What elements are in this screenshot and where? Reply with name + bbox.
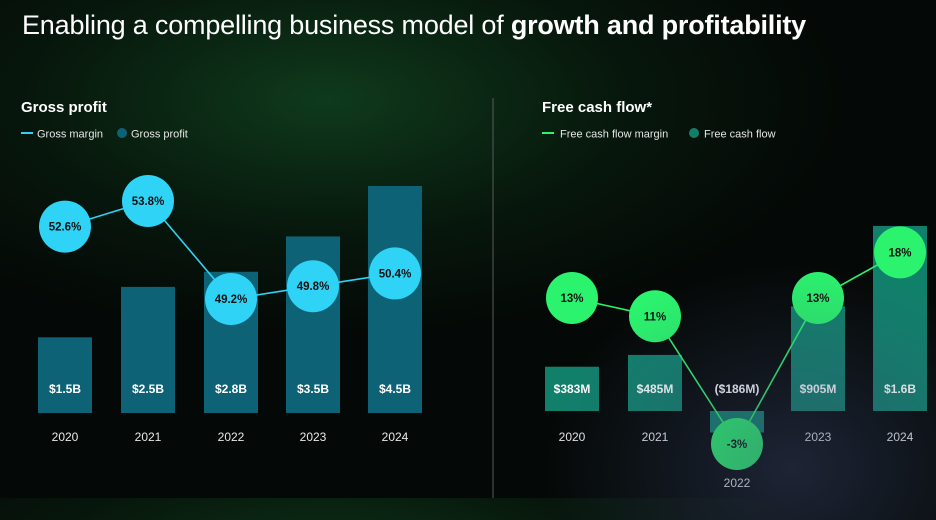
gross-bar-2020 (38, 337, 92, 413)
fcf-x-tick-2024: 2024 (887, 430, 914, 444)
fcf-margin-point-2023 (792, 272, 844, 324)
fcf-margin-point-2021 (629, 290, 681, 343)
free-cash-flow-chart: Free cash flow* Free cash flow margin Fr… (542, 99, 927, 490)
free-cash-flow-title: Free cash flow* (542, 99, 652, 116)
gross-bar-label-2023: $3.5B (297, 382, 329, 396)
fcf-bar-label-2020: $383M (554, 382, 591, 396)
charts-canvas: Gross profit Gross margin Gross profit $… (21, 98, 927, 498)
page-title: Enabling a compelling business model of … (22, 10, 806, 41)
gross-bar-label-2024: $4.5B (379, 382, 411, 396)
gross-profit-legend-label: Gross profit (131, 129, 188, 141)
fcf-margin-label-2021: 11% (644, 311, 666, 323)
gross-margin-label-2021: 53.8% (132, 196, 165, 208)
fcf-bar-label-2022: ($186M) (715, 382, 760, 396)
gross-margin-label-2020: 52.6% (49, 222, 82, 234)
fcf-margin-label-2024: 18% (888, 247, 911, 259)
fcf-legend-label: Free cash flow (704, 129, 776, 141)
gross-profit-legend-dot-icon (117, 128, 127, 138)
gross-bar-2024 (368, 186, 422, 413)
fcf-bar-2021 (628, 354, 682, 411)
gross-margin-point-2023 (287, 260, 339, 313)
gross-margin-point-2021 (122, 175, 174, 227)
gross-bar-label-2021: $2.5B (132, 382, 164, 396)
fcf-margin-label-2020: 13% (560, 293, 583, 305)
fcf-margin-label-2023: 13% (806, 293, 829, 305)
gross-profit-title: Gross profit (21, 99, 107, 116)
gross-margin-legend-label: Gross margin (37, 129, 103, 141)
fcf-margin-point-2020 (546, 272, 598, 324)
gross-margin-point-2024 (369, 247, 421, 300)
fcf-bar-label-2024: $1.6B (884, 382, 916, 396)
fcf-x-tick-2023: 2023 (805, 430, 832, 444)
fcf-margin-point-2022 (711, 418, 763, 470)
gross-margin-point-2022 (205, 273, 257, 325)
gross-bar-2021 (121, 286, 175, 413)
fcf-x-tick-2022: 2022 (724, 476, 751, 490)
fcf-bar-label-2021: $485M (637, 382, 674, 396)
fcf-bar-2020 (545, 366, 599, 411)
fcf-margin-label-2022: -3% (727, 439, 747, 451)
fcf-margin-legend-label: Free cash flow margin (560, 129, 668, 141)
fcf-margin-point-2024 (874, 226, 926, 279)
gross-x-tick-2021: 2021 (135, 430, 162, 444)
gross-margin-label-2022: 49.2% (215, 294, 248, 306)
page-title-bold: growth and profitability (510, 10, 806, 40)
fcf-bar-label-2023: $905M (800, 382, 837, 396)
fcf-x-tick-2020: 2020 (559, 430, 586, 444)
gross-bar-label-2020: $1.5B (49, 382, 81, 396)
gross-profit-chart: Gross profit Gross margin Gross profit $… (21, 99, 422, 444)
gross-x-tick-2024: 2024 (382, 430, 409, 444)
gross-x-tick-2020: 2020 (52, 430, 79, 444)
gross-x-tick-2022: 2022 (218, 430, 245, 444)
fcf-x-tick-2021: 2021 (642, 430, 669, 444)
gross-bar-label-2022: $2.8B (215, 382, 247, 396)
gross-margin-point-2020 (39, 200, 91, 253)
gross-margin-label-2023: 49.8% (297, 281, 330, 293)
page-title-prefix: Enabling a compelling business model of (22, 10, 511, 40)
fcf-legend-dot-icon (689, 128, 699, 138)
gross-x-tick-2023: 2023 (300, 430, 327, 444)
gross-margin-label-2024: 50.4% (379, 268, 412, 280)
